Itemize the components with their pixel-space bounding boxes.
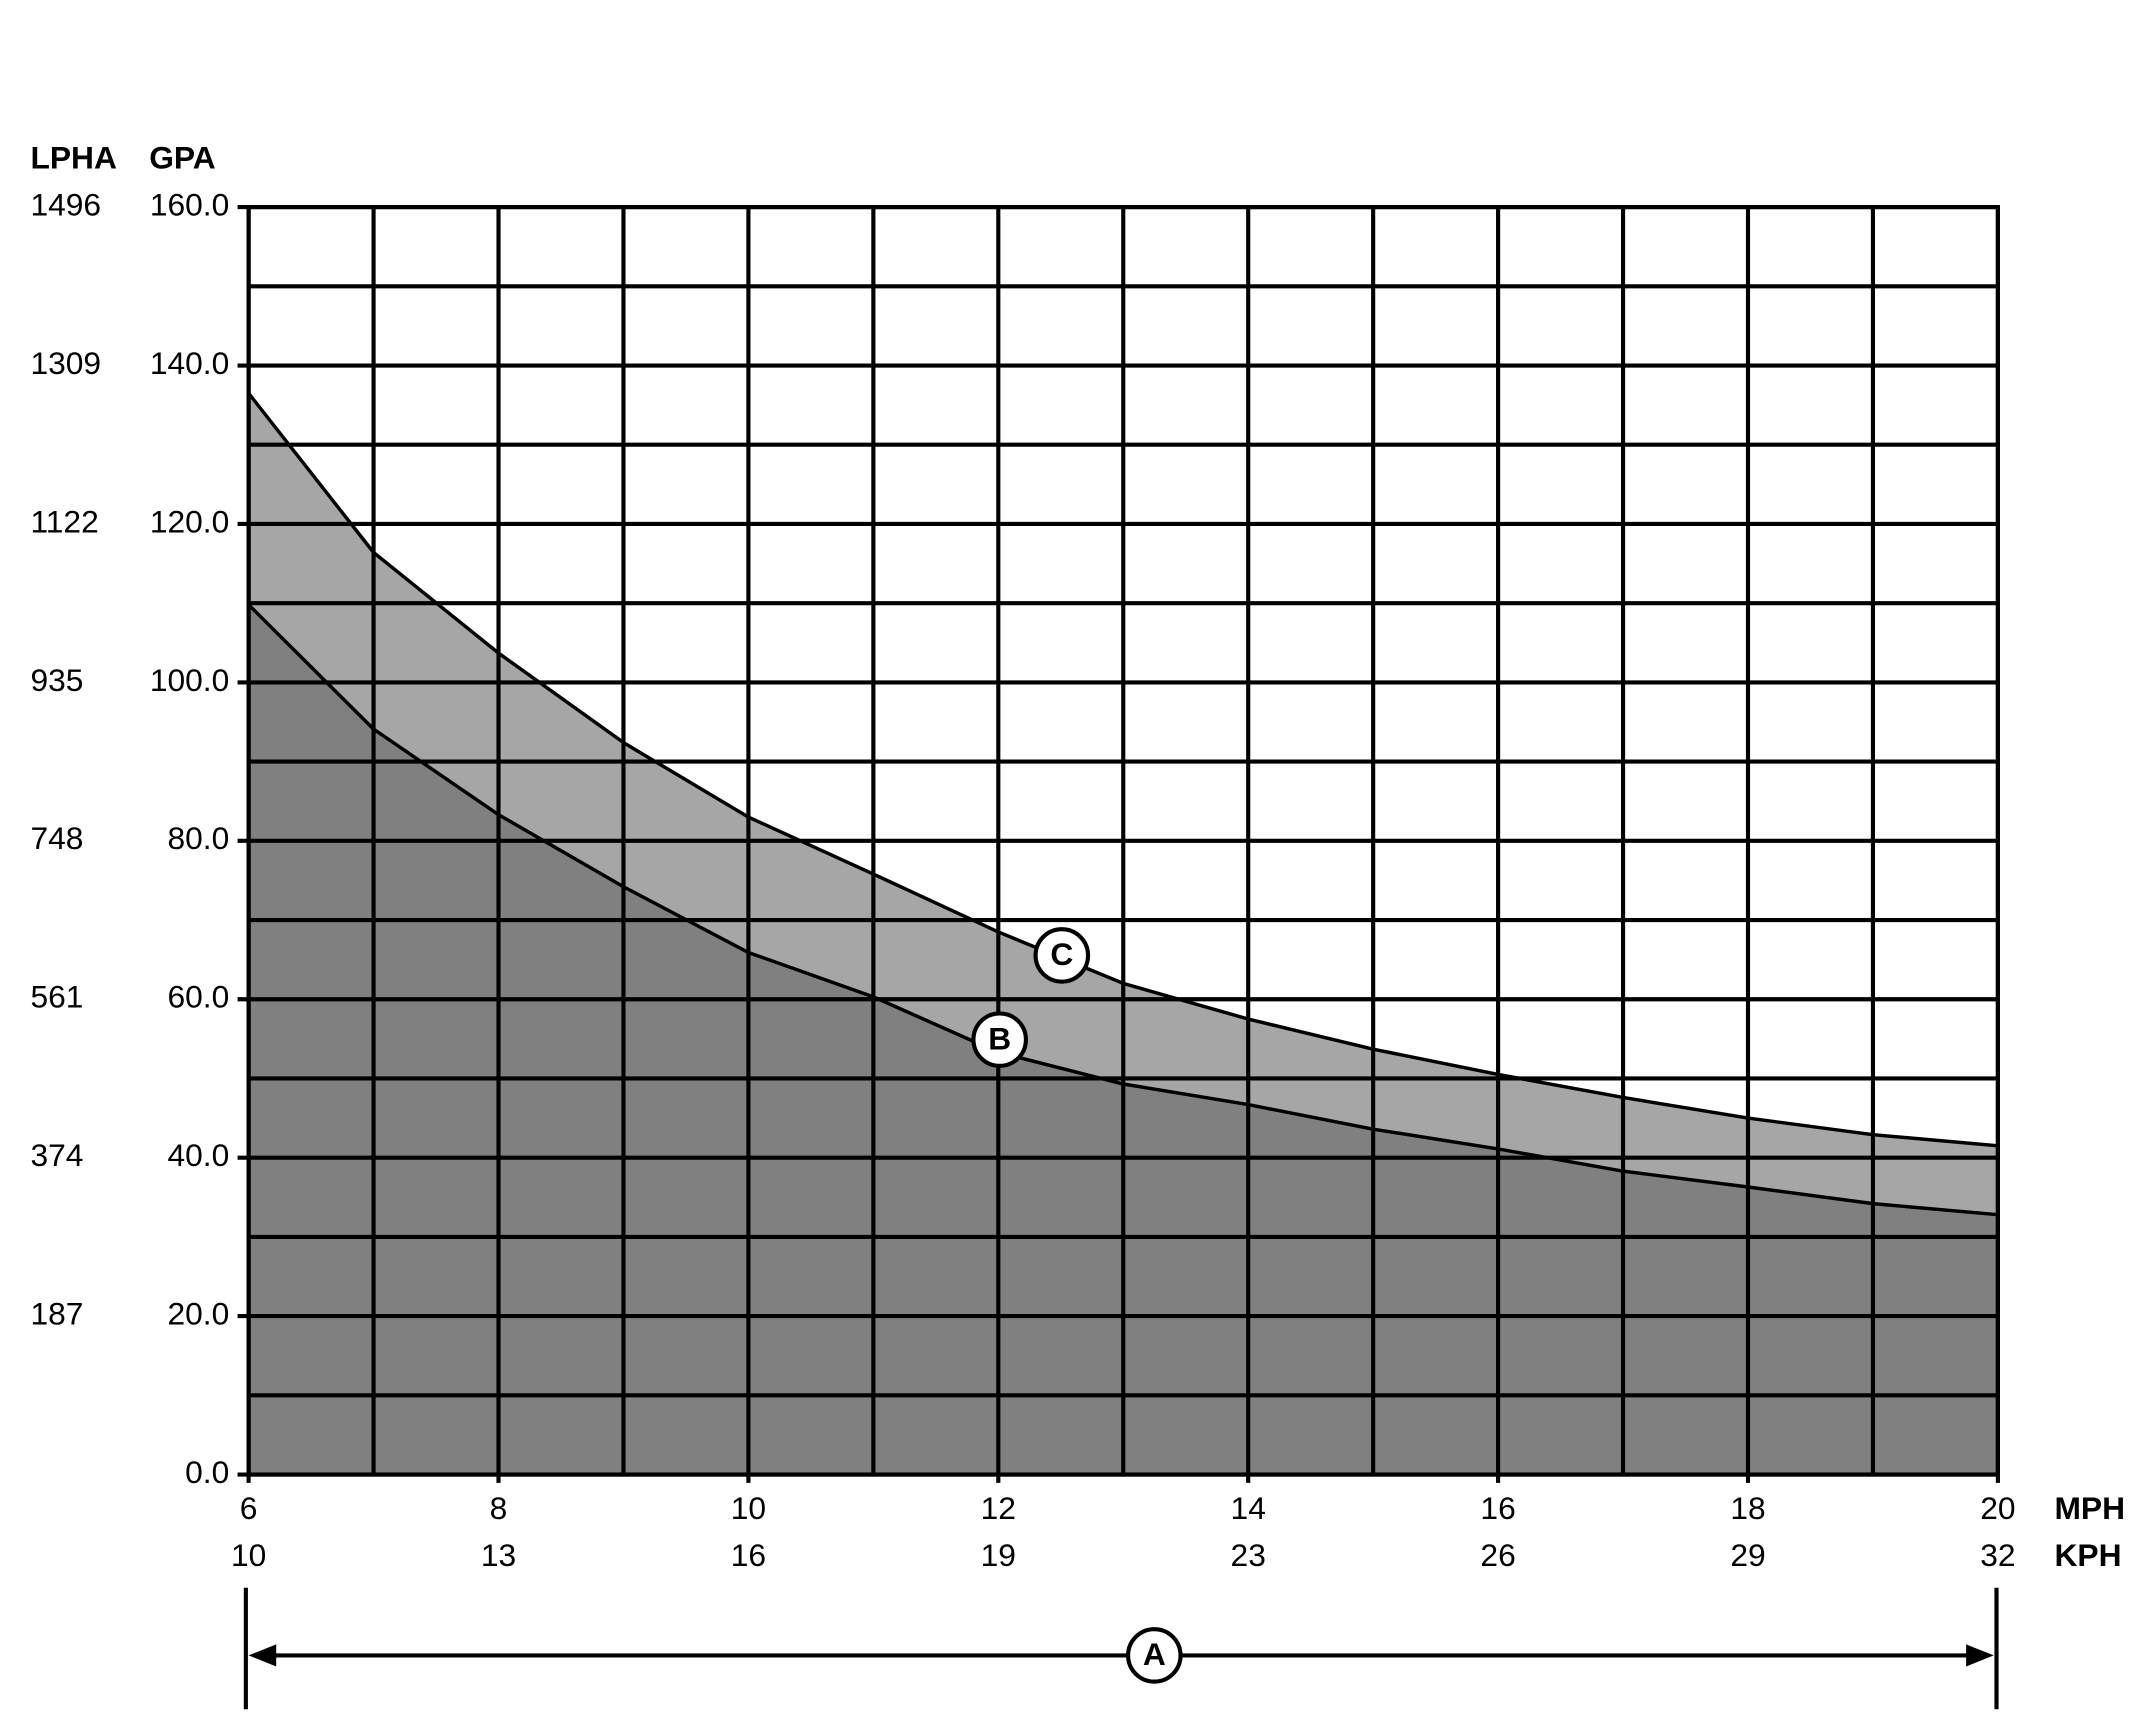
y-tick-label: 140.0 [150,345,229,381]
y2-tick-label: 935 [30,662,83,698]
y2-tick-label: 561 [30,979,83,1015]
x-tick-label: 20 [1980,1490,2015,1526]
y-tick-label: 80.0 [167,820,229,856]
y2-tick-label: 1496 [30,186,101,222]
y-tick-label: 100.0 [150,662,229,698]
y-tick-label: 60.0 [167,979,229,1015]
x2-tick-label: 10 [231,1537,266,1573]
x2-tick-label: 26 [1480,1537,1515,1573]
annotation: A [1143,1636,1166,1672]
x-tick-label: 8 [490,1490,508,1526]
x-tick-label: 14 [1231,1490,1266,1526]
line [247,392,1999,1148]
y-tick-label: 160.0 [150,186,229,222]
x-tick-label: 10 [731,1490,766,1526]
series-label: B [988,1020,1011,1056]
y2-tick-label: 187 [30,1295,83,1331]
y-tick-label: 120.0 [150,503,229,539]
x-tick-label: 16 [1480,1490,1515,1526]
series-label-circle [971,1011,1028,1068]
y-tick-label: 20.0 [167,1295,229,1331]
x-tick-label: 6 [240,1490,258,1526]
arrow-head [248,1644,277,1667]
arrow-head [1966,1644,1994,1667]
y-axis-label: GPA [149,140,216,176]
x2-tick-label: 16 [731,1537,766,1573]
x2-tick-label: 29 [1730,1537,1765,1573]
plot-frame [246,205,2000,1477]
x-tick-label: 12 [981,1490,1016,1526]
series-label: C [1050,936,1073,972]
x2-tick-label: 13 [481,1537,516,1573]
y2-tick-label: 748 [30,820,83,856]
y2-axis-label: LPHA [30,140,117,176]
x2-tick-label: 19 [981,1537,1016,1573]
x2-tick-label: 32 [1980,1537,2015,1573]
x-axis-label: MPH [2054,1490,2125,1526]
y-tick-label: 40.0 [167,1137,229,1173]
y2-tick-label: 1122 [30,503,98,539]
y-tick-label: 0.0 [185,1454,229,1490]
area [248,604,1998,1475]
x2-axis-label: KPH [2054,1537,2121,1573]
line [247,603,1999,1217]
annotation-circle [1126,1627,1183,1684]
y2-tick-label: 1309 [30,345,101,381]
y2-tick-label: 374 [30,1137,83,1173]
x-tick-label: 18 [1730,1490,1765,1526]
series-label-circle [1033,927,1091,984]
x2-tick-label: 23 [1231,1537,1266,1573]
